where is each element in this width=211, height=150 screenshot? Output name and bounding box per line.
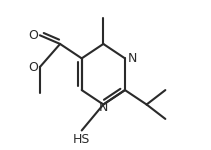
Text: HS: HS — [73, 133, 90, 146]
Text: N: N — [99, 101, 108, 114]
Text: O: O — [28, 60, 38, 74]
Text: O: O — [28, 29, 38, 42]
Text: N: N — [128, 52, 137, 65]
